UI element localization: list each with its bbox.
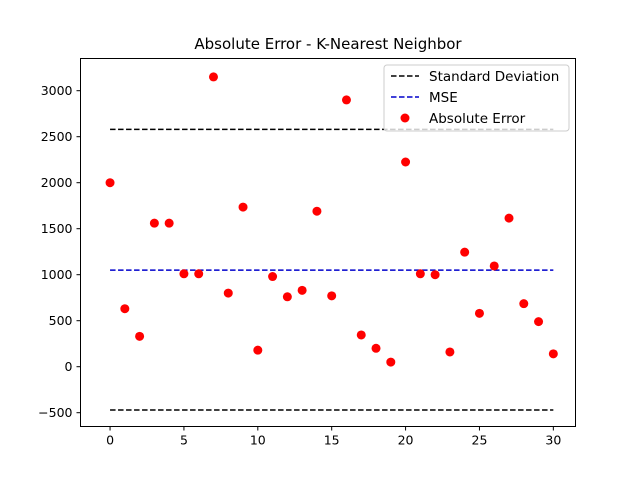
data-point xyxy=(253,345,263,355)
data-point xyxy=(548,349,558,359)
y-tick-label: 2500 xyxy=(41,129,73,144)
data-point xyxy=(179,269,189,279)
y-tick-label: 1500 xyxy=(41,221,73,236)
chart-title: Absolute Error - K-Nearest Neighbor xyxy=(194,35,462,53)
data-point xyxy=(120,304,130,314)
legend-abs-error-label: Absolute Error xyxy=(429,111,526,127)
data-point xyxy=(415,269,425,279)
y-tick-label: 0 xyxy=(65,359,73,374)
data-points xyxy=(105,72,558,367)
data-point xyxy=(430,270,440,280)
data-point xyxy=(460,247,470,257)
x-tick-label: 0 xyxy=(106,433,114,448)
axis-ticks: 0 5 10 15 20 25 30 −500 0 500 1000 1500 2000 2500 3000 xyxy=(38,83,561,447)
legend-mse-label: MSE xyxy=(429,90,458,106)
reference-lines xyxy=(110,128,554,411)
data-point xyxy=(327,291,337,301)
data-point xyxy=(401,157,411,167)
y-tick-label: 3000 xyxy=(41,83,73,98)
data-point xyxy=(297,285,307,295)
y-tick-label: −500 xyxy=(38,405,72,420)
data-point xyxy=(371,343,381,353)
x-tick-label: 25 xyxy=(472,433,488,448)
x-tick-label: 5 xyxy=(180,433,188,448)
data-point xyxy=(341,95,351,105)
data-point xyxy=(268,272,278,282)
data-point xyxy=(223,288,233,298)
data-point xyxy=(504,213,514,223)
data-point xyxy=(208,72,218,82)
data-point xyxy=(356,330,366,340)
legend-box xyxy=(383,64,570,132)
y-tick-label: 1000 xyxy=(41,267,73,282)
data-point xyxy=(105,178,115,188)
data-point xyxy=(534,317,544,327)
data-point xyxy=(489,261,499,271)
legend-std-label: Standard Deviation xyxy=(429,69,559,85)
y-tick-label: 500 xyxy=(49,313,73,328)
data-point xyxy=(135,331,145,341)
data-point xyxy=(282,292,292,302)
x-tick-label: 15 xyxy=(324,433,340,448)
x-tick-label: 20 xyxy=(398,433,414,448)
data-point xyxy=(519,299,529,309)
plot-area-frame xyxy=(80,58,576,427)
data-point xyxy=(386,357,396,367)
data-point xyxy=(194,269,204,279)
data-point xyxy=(164,218,174,228)
x-tick-label: 10 xyxy=(250,433,266,448)
data-point xyxy=(474,308,484,318)
y-tick-label: 2000 xyxy=(41,175,73,190)
data-point xyxy=(149,218,159,228)
data-point xyxy=(445,347,455,357)
data-point xyxy=(238,202,248,212)
data-point xyxy=(312,206,322,216)
legend: Standard Deviation MSE Absolute Error xyxy=(383,64,570,132)
legend-abs-error-marker xyxy=(400,113,410,123)
x-tick-label: 30 xyxy=(545,433,561,448)
